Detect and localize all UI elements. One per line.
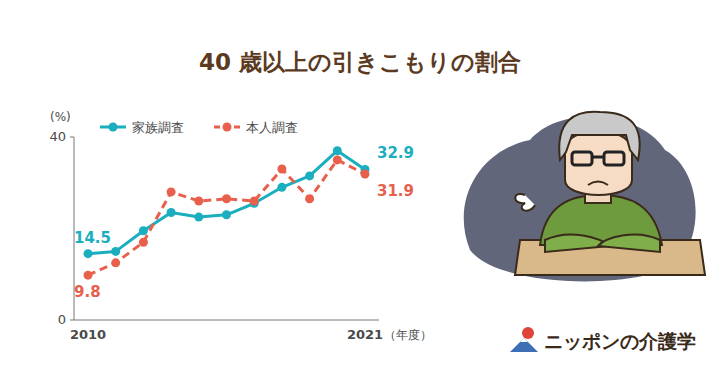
series-point	[333, 155, 342, 164]
series-point	[277, 183, 286, 192]
series-point	[139, 226, 148, 235]
series-point	[111, 247, 120, 256]
series-point	[139, 238, 148, 247]
legend-marker	[109, 123, 118, 132]
data-label: 31.9	[377, 182, 414, 200]
marks	[84, 146, 370, 279]
page: 40 歳以上の引きこもりの割合 (%) 0 40 2010 2021（年度） 14.5 32.…	[0, 0, 720, 377]
series-point	[194, 213, 203, 222]
series-point	[222, 210, 231, 219]
series-point	[167, 187, 176, 196]
logo-sun	[522, 327, 534, 339]
title: 40 歳以上の引きこもりの割合	[199, 49, 521, 75]
glasses	[604, 152, 624, 165]
x-axis	[74, 320, 379, 321]
series-point	[194, 197, 203, 206]
logo: ニッポンの介護学	[510, 327, 696, 352]
series-point	[111, 258, 120, 267]
logo-snow	[520, 338, 528, 342]
legend-label: 家族調査	[132, 120, 184, 135]
legend-marker	[223, 123, 232, 132]
y-tick-label: 0	[58, 312, 66, 327]
glasses	[572, 152, 592, 165]
series-point	[333, 146, 342, 155]
data-label: 32.9	[377, 144, 414, 162]
glasses-bridge	[592, 156, 604, 159]
series-point	[277, 165, 286, 174]
arm	[598, 234, 660, 252]
x-tick-label: 2010	[70, 327, 106, 342]
data-label: 14.5	[74, 229, 111, 247]
y-tick	[70, 137, 74, 138]
x-label: （年度）	[384, 328, 432, 342]
legend-item: 家族調査	[100, 120, 184, 135]
series-point	[84, 249, 93, 258]
x-tick-label: 2021	[347, 327, 383, 342]
series-line	[88, 151, 365, 254]
face	[565, 131, 632, 195]
series-point	[84, 271, 93, 280]
series-point	[167, 208, 176, 217]
series-point	[305, 194, 314, 203]
chart: 40 歳以上の引きこもりの割合 (%) 0 40 2010 2021（年度） 14.5 32.…	[0, 0, 720, 377]
y-tick-label: 40	[49, 129, 66, 144]
data-label: 9.8	[74, 283, 101, 301]
logo-mountain	[510, 338, 538, 352]
series-point	[305, 171, 314, 180]
sigh	[515, 194, 535, 211]
y-tick	[70, 320, 74, 321]
legend-item: 本人調査	[214, 120, 298, 135]
legend-label: 本人調査	[246, 120, 298, 135]
series-point	[361, 170, 370, 179]
series-line	[88, 160, 365, 275]
mouth	[588, 182, 608, 186]
logo-text: ニッポンの介護学	[544, 330, 696, 352]
illustration	[464, 112, 705, 282]
y-label: (%)	[50, 110, 71, 124]
series-point	[222, 194, 231, 203]
series-point	[250, 197, 259, 206]
